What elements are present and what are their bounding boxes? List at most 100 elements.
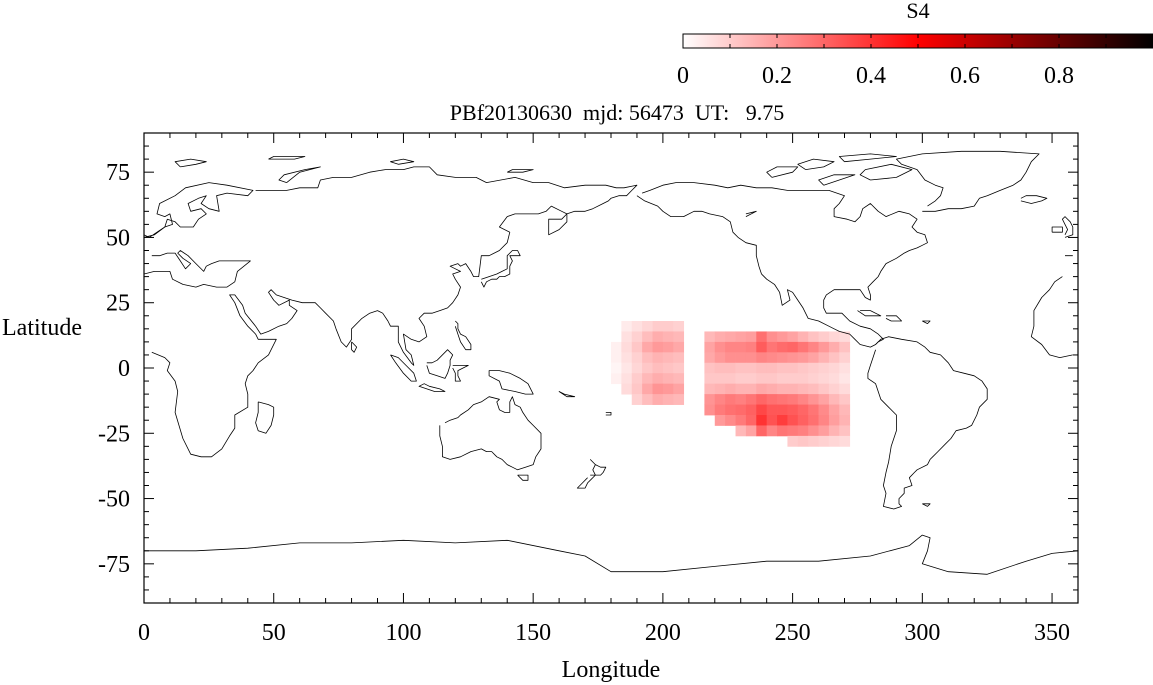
heatmap-cell — [631, 341, 643, 353]
heatmap-cell — [756, 341, 768, 353]
heatmap-cell — [662, 341, 674, 353]
heatmap-cell — [662, 373, 674, 385]
coastline — [1051, 226, 1063, 233]
heatmap-cell — [704, 331, 716, 343]
coastline — [885, 315, 902, 322]
heatmap-cell — [797, 341, 809, 353]
heatmap-cell — [631, 383, 643, 395]
heatmap-cell — [818, 341, 830, 353]
heatmap-cell — [839, 383, 851, 395]
heatmap-cell — [735, 415, 747, 426]
heatmap-cell — [662, 394, 674, 405]
heatmap-cell — [777, 394, 788, 405]
heatmap-cell — [797, 383, 809, 395]
x-tick-label: 350 — [1034, 620, 1070, 646]
heatmap-cell — [652, 383, 664, 395]
heatmap-cell — [808, 352, 819, 364]
heatmap-cell — [828, 373, 840, 385]
heatmap-cell — [735, 352, 747, 364]
heatmap-cell — [818, 352, 830, 364]
heatmap-cell — [766, 394, 778, 405]
heatmap-cell — [704, 352, 716, 364]
heatmap-cell — [631, 352, 643, 364]
coastline — [896, 150, 1040, 212]
heatmap-cell — [704, 404, 716, 416]
heatmap-cell — [797, 404, 809, 416]
heatmap-cell — [611, 362, 622, 374]
heatmap-cell — [631, 394, 643, 405]
heatmap-cell — [828, 415, 840, 426]
coastline — [922, 320, 931, 324]
heatmap-cell — [808, 435, 819, 447]
heatmap-cell — [621, 341, 633, 353]
heatmap-cell — [725, 383, 736, 395]
heatmap-cell — [662, 321, 674, 332]
heatmap-cell — [735, 394, 747, 405]
heatmap-cell — [756, 404, 768, 416]
x-tick-label: 250 — [775, 620, 811, 646]
heatmap-cell — [704, 394, 716, 405]
heatmap-cell — [808, 341, 819, 353]
heatmap-cell — [725, 352, 736, 364]
heatmap-cell — [766, 415, 778, 426]
heatmap-cell — [725, 415, 736, 426]
heatmap-cell — [777, 352, 788, 364]
heatmap-cell — [662, 362, 674, 374]
heatmap-cell — [735, 383, 747, 395]
heatmap-cell — [745, 404, 757, 416]
heatmap-cell — [673, 331, 685, 343]
y-tick-label: 25 — [106, 291, 130, 317]
heatmap-cell — [787, 394, 799, 405]
x-axis-label: Longitude — [562, 657, 661, 683]
heatmap-cell — [714, 362, 726, 374]
coastline — [144, 534, 1078, 575]
heatmap-cell — [756, 383, 768, 395]
coastline — [766, 166, 799, 178]
heatmap-cell — [735, 404, 747, 416]
heatmap-cell — [797, 415, 809, 426]
x-tick-label: 0 — [138, 620, 150, 646]
heatmap-cell — [777, 341, 788, 353]
coastline — [867, 336, 988, 510]
heatmap-cell — [652, 373, 664, 385]
heatmap-cell — [839, 352, 851, 364]
heatmap-cell — [766, 383, 778, 395]
heatmap-cell — [818, 362, 830, 374]
heatmap-cell — [828, 435, 840, 447]
coastline — [589, 459, 607, 476]
heatmap-cell — [621, 352, 633, 364]
heatmap-cell — [652, 321, 664, 332]
heatmap-cell — [745, 415, 757, 426]
heatmap-cell — [611, 373, 622, 385]
heatmap-cell — [828, 383, 840, 395]
heatmap-cell — [662, 383, 674, 395]
coastline — [454, 320, 472, 351]
coastline — [480, 250, 521, 288]
heatmap-cell — [621, 331, 633, 343]
heatmap-cell — [756, 331, 768, 343]
heatmap-cell — [797, 425, 809, 437]
heatmap-cell — [745, 352, 757, 364]
heatmap-cell — [714, 415, 726, 426]
heatmap-cell — [777, 331, 788, 343]
heatmap-cell — [745, 341, 757, 353]
colorbar-tick-label: 0.2 — [762, 63, 792, 89]
heatmap-cell — [828, 352, 840, 364]
x-tick-label: 200 — [645, 620, 681, 646]
coastline — [452, 365, 469, 382]
heatmap-cell — [725, 331, 736, 343]
coastline — [636, 182, 928, 348]
heatmap-cell — [673, 362, 685, 374]
heatmap-cell — [714, 341, 726, 353]
heatmap-cell — [642, 331, 653, 343]
heatmap-cell — [839, 331, 851, 343]
heatmap-cell — [714, 404, 726, 416]
heatmap-cell — [828, 404, 840, 416]
heatmap-cell — [642, 362, 653, 374]
coastline — [278, 166, 321, 183]
y-tick-label: -75 — [98, 552, 130, 578]
coastline — [268, 156, 306, 160]
heatmap-cell — [673, 321, 685, 332]
heatmap-cell — [652, 352, 664, 364]
